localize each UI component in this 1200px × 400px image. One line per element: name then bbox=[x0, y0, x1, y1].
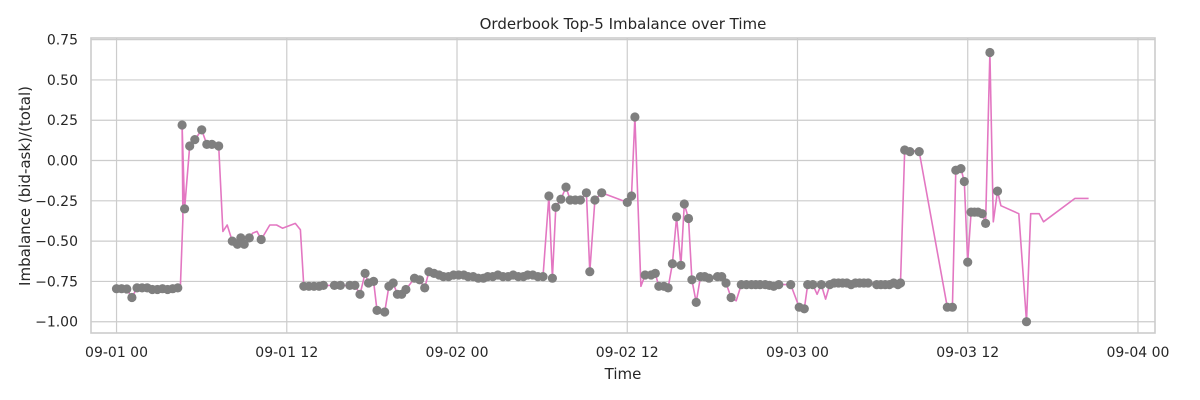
data-point-marker bbox=[122, 284, 132, 294]
data-point-marker bbox=[863, 278, 873, 288]
data-point-marker bbox=[895, 278, 906, 288]
y-tick-label: 0.00 bbox=[47, 154, 78, 170]
data-point-marker bbox=[585, 267, 595, 277]
x-tick-label: 09-01 12 bbox=[255, 345, 318, 361]
y-tick-label: 0.25 bbox=[47, 113, 78, 129]
data-point-marker bbox=[197, 125, 207, 135]
data-point-marker bbox=[547, 273, 558, 283]
data-point-marker bbox=[420, 283, 430, 293]
data-point-marker bbox=[774, 280, 784, 290]
data-point-marker bbox=[959, 176, 969, 187]
data-point-marker bbox=[683, 213, 694, 224]
data-point-marker bbox=[650, 268, 660, 278]
y-tick-label: −0.25 bbox=[35, 194, 78, 210]
data-point-marker bbox=[214, 141, 224, 151]
data-point-marker bbox=[256, 234, 266, 245]
data-point-marker bbox=[177, 120, 187, 130]
data-point-marker bbox=[350, 280, 360, 290]
data-point-marker bbox=[244, 233, 254, 243]
data-point-marker bbox=[360, 268, 370, 278]
x-tick-label: 09-04 00 bbox=[1106, 345, 1169, 361]
data-point-marker bbox=[575, 195, 586, 205]
data-point-marker bbox=[672, 212, 682, 222]
data-point-marker bbox=[190, 135, 200, 145]
y-tick-label: −0.50 bbox=[35, 234, 78, 250]
data-point-marker bbox=[415, 275, 425, 285]
data-point-marker bbox=[173, 283, 183, 293]
data-point-marker bbox=[905, 147, 915, 157]
data-point-marker bbox=[679, 199, 689, 209]
data-point-marker bbox=[721, 278, 731, 288]
data-point-marker bbox=[956, 164, 966, 174]
data-point-marker bbox=[808, 280, 818, 290]
data-point-marker bbox=[947, 302, 958, 312]
data-point-marker bbox=[127, 292, 137, 303]
data-point-marker bbox=[355, 289, 365, 299]
data-point-marker bbox=[335, 280, 345, 290]
data-point-marker bbox=[816, 280, 826, 290]
y-tick-label: 0.50 bbox=[47, 73, 78, 89]
data-point-marker bbox=[180, 204, 190, 214]
data-point-marker bbox=[704, 273, 714, 283]
x-tick-label: 09-03 12 bbox=[936, 345, 999, 361]
data-point-marker bbox=[667, 259, 678, 269]
data-point-marker bbox=[401, 284, 411, 295]
x-tick-label: 09-01 00 bbox=[85, 345, 148, 361]
series-markers-group bbox=[111, 47, 1032, 327]
data-point-marker bbox=[581, 188, 592, 198]
data-point-marker bbox=[626, 191, 637, 201]
y-tick-label: −0.75 bbox=[35, 274, 78, 290]
y-tick-label: −1.00 bbox=[35, 315, 78, 331]
data-point-marker bbox=[185, 141, 195, 151]
data-point-marker bbox=[380, 307, 390, 317]
data-point-marker bbox=[691, 297, 701, 307]
data-point-marker bbox=[318, 280, 328, 290]
plot-area-frame bbox=[90, 37, 1156, 334]
data-point-marker bbox=[544, 191, 554, 201]
data-point-marker bbox=[981, 218, 991, 228]
data-point-marker bbox=[538, 272, 548, 282]
data-point-marker bbox=[597, 188, 607, 198]
x-tick-label: 09-02 12 bbox=[596, 345, 659, 361]
data-point-marker bbox=[372, 305, 382, 315]
x-axis-label: Time bbox=[604, 365, 642, 383]
data-point-marker bbox=[561, 182, 571, 192]
tick-labels: 09-01 00 09-01 12 09-02 00 09-02 12 09-03 00… bbox=[35, 33, 1169, 361]
chart-title: Orderbook Top-5 Imbalance over Time bbox=[480, 15, 767, 33]
grid-lines bbox=[91, 38, 1155, 333]
data-point-marker bbox=[799, 304, 809, 314]
data-point-marker bbox=[914, 147, 924, 157]
data-point-marker bbox=[676, 260, 686, 270]
x-tick-label: 09-02 00 bbox=[426, 345, 489, 361]
data-point-marker bbox=[786, 280, 796, 290]
data-point-marker bbox=[590, 195, 600, 205]
y-tick-label: 0.75 bbox=[47, 33, 78, 49]
data-point-marker bbox=[388, 278, 398, 288]
data-point-marker bbox=[239, 239, 249, 249]
y-axis-label: Imbalance (bid-ask)/(total) bbox=[16, 86, 34, 286]
data-point-marker bbox=[556, 194, 566, 204]
data-point-marker bbox=[963, 257, 973, 267]
data-point-marker bbox=[726, 292, 736, 303]
x-tick-label: 09-03 00 bbox=[766, 345, 829, 361]
data-point-marker bbox=[985, 47, 995, 58]
data-point-marker bbox=[630, 112, 640, 122]
data-point-marker bbox=[1021, 317, 1032, 327]
data-point-marker bbox=[687, 275, 697, 285]
data-point-marker bbox=[369, 276, 379, 286]
data-point-marker bbox=[977, 209, 987, 219]
data-point-marker bbox=[551, 202, 561, 212]
data-point-marker bbox=[992, 186, 1003, 196]
data-point-marker bbox=[663, 283, 673, 293]
